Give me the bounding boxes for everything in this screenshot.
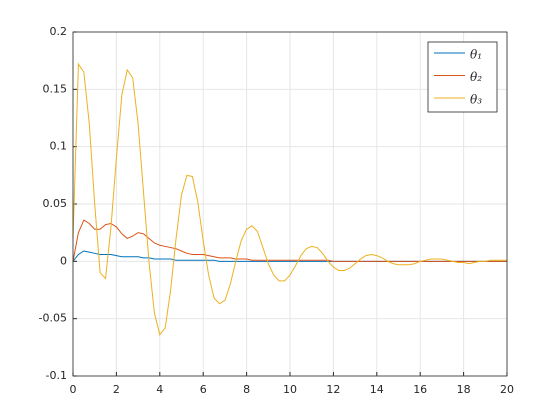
x-tick-label: 8 xyxy=(243,383,250,396)
x-tick-label: 12 xyxy=(326,383,340,396)
y-tick-label: 0 xyxy=(60,254,67,267)
x-tick-label: 0 xyxy=(70,383,77,396)
x-tick-label: 6 xyxy=(200,383,207,396)
series-line xyxy=(72,62,507,336)
y-tick-label: 0.2 xyxy=(50,25,68,38)
legend-label: θ₁ xyxy=(470,48,482,62)
axes-box xyxy=(72,31,508,377)
y-tick-label: 0.1 xyxy=(50,140,68,153)
x-tick-label: 2 xyxy=(113,383,120,396)
x-tick-label: 20 xyxy=(500,383,514,396)
x-tick-label: 18 xyxy=(457,383,471,396)
x-tick-label: 14 xyxy=(370,383,384,396)
legend-label: θ₃ xyxy=(470,93,482,107)
legend-box xyxy=(427,41,498,113)
y-tick-label: 0.15 xyxy=(43,82,68,95)
x-tick-label: 4 xyxy=(156,383,163,396)
x-tick-label: 10 xyxy=(283,383,297,396)
x-tick-label: 16 xyxy=(413,383,427,396)
series-line xyxy=(72,219,507,262)
y-tick-label: -0.1 xyxy=(46,369,67,382)
legend-label: θ₂ xyxy=(470,70,482,84)
y-tick-label: 0.05 xyxy=(43,197,68,210)
y-tick-label: -0.05 xyxy=(39,312,67,325)
